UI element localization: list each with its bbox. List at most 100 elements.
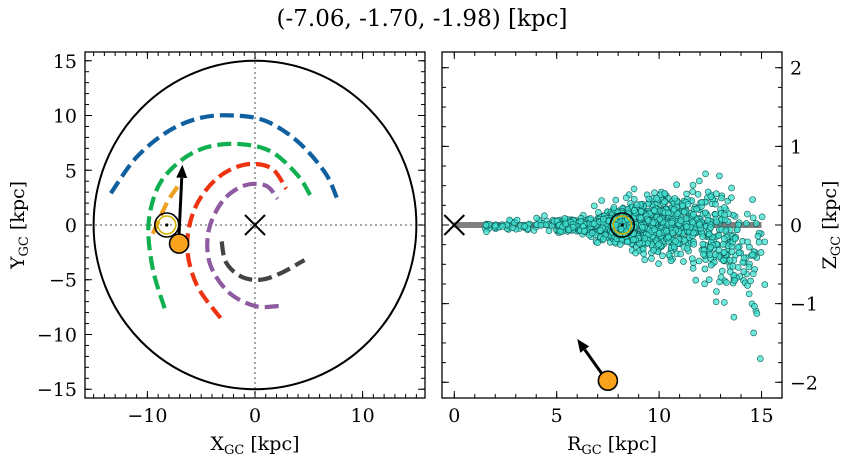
star-sample-point [757, 355, 764, 362]
star-sample-point [761, 238, 768, 246]
star-sample-point [655, 230, 663, 237]
star-sample-point [541, 212, 548, 219]
star-sample-point [622, 194, 630, 202]
star-sample-point [731, 277, 738, 284]
star-sample-point [740, 254, 748, 262]
star-sample-point [728, 184, 735, 192]
star-sample-point [729, 263, 737, 270]
star-sample-point [483, 228, 490, 236]
right-y-tick-labels: −2 −1 0 1 2 [790, 58, 818, 395]
star-sample-point [692, 276, 700, 284]
x-tick-label: 0 [448, 405, 460, 427]
star-sample-point [650, 246, 657, 254]
left-y-axis-label: YGC [kpc] [7, 181, 32, 270]
star-sample-point [561, 215, 569, 222]
galactic-center-marker [443, 214, 465, 236]
star-sample-point [743, 220, 750, 227]
star-sample-point [749, 196, 756, 203]
star-sample-point [695, 257, 703, 265]
star-sample-points [481, 170, 769, 362]
star-sample-point [721, 299, 728, 306]
star-sample-point [672, 238, 679, 245]
star-sample-point [630, 195, 638, 203]
star-sample-point [757, 249, 765, 256]
star-sample-point [521, 222, 529, 230]
x-tick-label: −10 [127, 405, 167, 427]
star-sample-point [633, 201, 641, 209]
star-sample-point [689, 265, 697, 272]
sun-marker [153, 212, 180, 238]
y-tick-label: −2 [790, 372, 818, 394]
star-sample-point [726, 256, 734, 264]
galactic-center-marker [244, 214, 266, 236]
star-sample-point [730, 313, 738, 321]
left-ticks [85, 52, 425, 398]
star-sample-point [745, 290, 753, 298]
star-sample-point [722, 227, 730, 235]
star-sample-point [597, 227, 604, 234]
star-sample-point [679, 202, 686, 209]
star-sample-point [682, 215, 690, 222]
star-sample-point [617, 225, 625, 233]
star-sample-point [651, 226, 658, 233]
star-sample-point [671, 195, 679, 202]
star-sample-point [707, 243, 714, 251]
star-sample-point [749, 251, 756, 259]
star-sample-point [639, 223, 646, 231]
star-sample-point [733, 226, 741, 234]
star-sample-point [545, 227, 553, 235]
y-tick-label: −5 [49, 270, 77, 292]
star-sample-point [713, 218, 720, 226]
star-sample-point [693, 205, 700, 213]
star-sample-point [690, 211, 697, 218]
star-sample-point [644, 217, 652, 224]
star-sample-point [716, 172, 723, 180]
star-sample-point [690, 229, 697, 237]
star-sample-point [656, 215, 664, 223]
star-sample-point [683, 190, 690, 198]
star-sample-point [690, 240, 698, 248]
star-sample-point [744, 238, 751, 246]
spiral-arm [219, 240, 306, 282]
star-sample-point [631, 207, 638, 214]
star-sample-point [712, 200, 719, 208]
x-tick-label: 15 [749, 405, 773, 427]
star-sample-point [641, 256, 648, 264]
star-sample-point [701, 280, 708, 288]
y-tick-label: 0 [790, 215, 802, 237]
x-tick-label: 10 [647, 405, 671, 427]
star-sample-point [718, 194, 725, 202]
star-sample-point [562, 220, 570, 228]
spiral-arm [150, 185, 180, 235]
left-panel-xy: −10 0 10 −15 −10 −5 0 5 10 15 XGC [kpc] YGC [kpc… [7, 51, 426, 458]
star-sample-point [717, 273, 725, 281]
star-sample-point [713, 190, 720, 198]
star-sample-point [728, 248, 736, 256]
star-sample-point [721, 211, 728, 219]
star-sample-point [745, 263, 753, 271]
star-sample-point [595, 209, 602, 216]
star-sample-point [734, 264, 742, 271]
right-y-axis-label: ZGC [kpc] [819, 181, 844, 270]
star-sample-point [610, 204, 618, 211]
star-sample-point [600, 235, 607, 243]
star-sample-point [751, 302, 758, 310]
star-sample-point [750, 329, 757, 337]
star-sample-point [624, 238, 631, 246]
y-tick-label: 10 [53, 106, 77, 128]
star-sample-point [744, 282, 751, 289]
star-sample-point [752, 220, 760, 227]
star-sample-point [668, 219, 676, 227]
left-markers [153, 164, 266, 254]
star-sample-point [537, 222, 545, 229]
star-sample-point [740, 268, 748, 275]
spiral-arms [109, 113, 339, 320]
star-sample-point [632, 249, 639, 257]
star-position-marker [168, 233, 190, 254]
star-sample-point [696, 221, 703, 228]
star-sample-point [699, 240, 707, 248]
star-sample-point [698, 199, 706, 206]
star-sample-point [726, 268, 734, 275]
star-sample-point [718, 267, 726, 275]
star-sample-point [680, 208, 688, 216]
